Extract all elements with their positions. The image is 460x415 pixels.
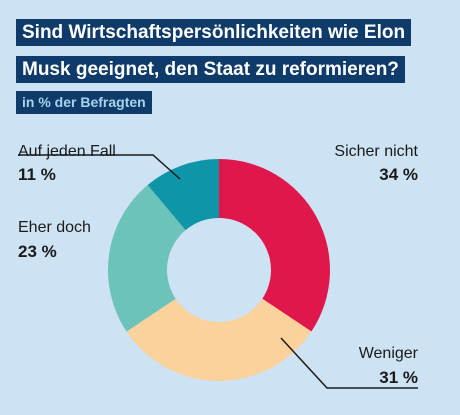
slice-label-sicher-nicht: Sicher nicht [334,143,418,160]
slice-labels: Sicher nicht 34 % Weniger 31 % Eher doch 23 %… [18,143,419,387]
leader-line-auf-jeden-fall [18,154,181,180]
slice-value-auf-jeden-fall: 11 % [18,165,56,184]
slice-label-eher-doch: Eher doch [18,219,91,236]
slice-label-auf-jeden-fall: Auf jeden Fall [18,143,116,160]
slice-eher-doch [107,184,186,332]
chart-title-line-2: Musk geeignet, den Staat zu reformieren? [16,56,405,83]
chart-subtitle: in % der Befragten [16,91,152,114]
slice-value-weniger: 31 % [379,368,418,387]
donut-slices [107,159,331,381]
slice-value-eher-doch: 23 % [18,242,57,261]
leader-lines [18,154,418,389]
slice-sicher-nicht [219,159,331,332]
slice-auf-jeden-fall [147,159,219,231]
slice-value-sicher-nicht: 34 % [379,165,418,184]
leader-line-weniger [280,337,418,389]
slice-weniger [126,298,312,381]
chart-title-line-1: Sind Wirtschaftspersönlichkeiten wie Elo… [16,19,412,46]
slice-label-weniger: Weniger [359,345,419,362]
